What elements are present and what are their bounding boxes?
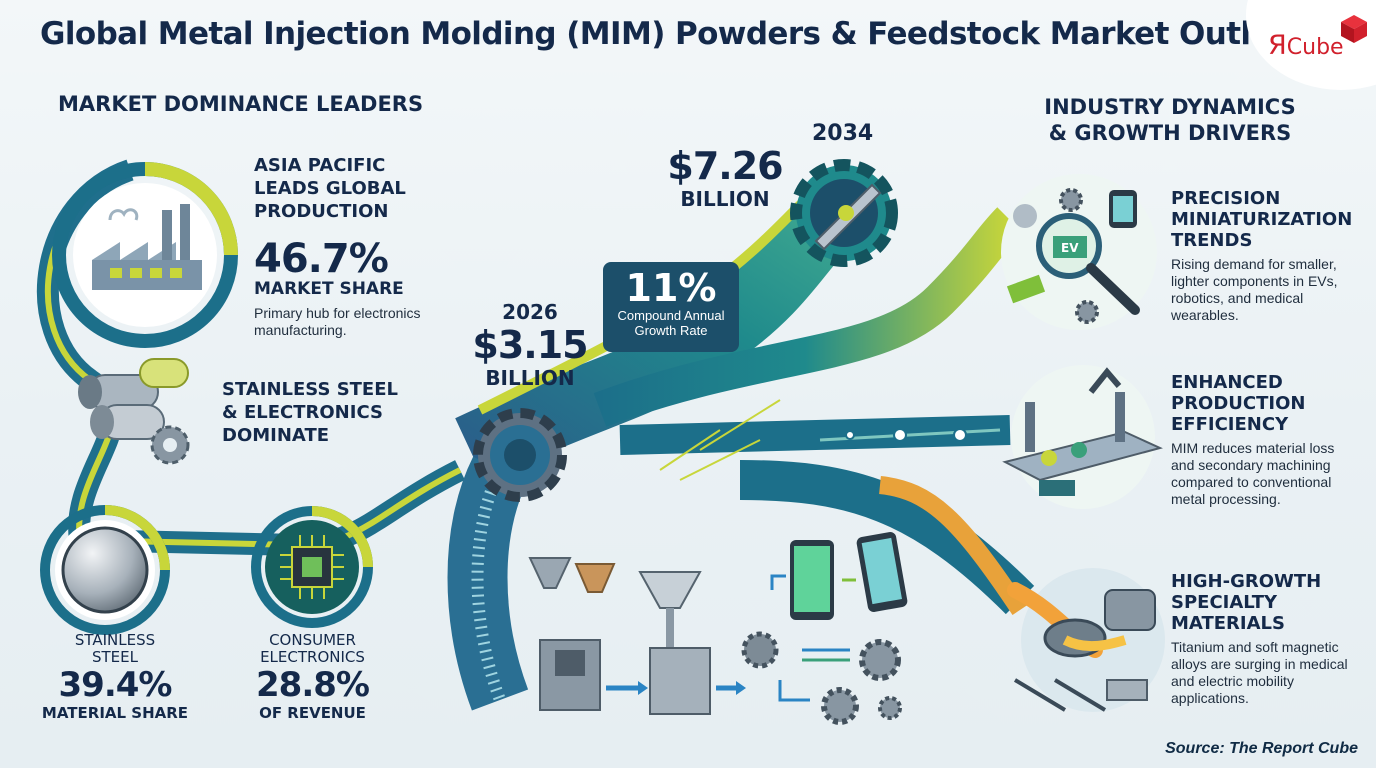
factory-icon	[52, 162, 238, 348]
cube-icon	[1341, 15, 1367, 43]
robot-arm-icon	[1002, 365, 1163, 509]
funnel-icon	[528, 557, 746, 715]
steel-heading: STAINLESS STEEL & ELECTRONICS DOMINATE	[222, 379, 398, 446]
logo: ЯCube	[1268, 30, 1344, 61]
chip-icon	[251, 506, 373, 628]
source-note: Source: The Report Cube	[1165, 740, 1358, 757]
asia-desc: Primary hub for electronics manufacturin…	[254, 305, 421, 338]
cagr-box: 11% Compound Annual Growth Rate	[603, 262, 739, 352]
asia-label: MARKET SHARE	[254, 279, 404, 299]
left-heading: MARKET DOMINANCE LEADERS	[58, 92, 424, 116]
pipes-icon	[78, 358, 190, 465]
driver-materials: HIGH-GROWTH SPECIALTY MATERIALS Titanium…	[1171, 571, 1348, 706]
stainless-stat: STAINLESS STEEL 39.4% MATERIAL SHARE	[41, 631, 189, 723]
gear-icon	[473, 408, 567, 502]
right-heading: INDUSTRY DYNAMICS & GROWTH DRIVERS	[1044, 95, 1296, 145]
ev-badge: EV	[1061, 241, 1079, 255]
wrench-gear-icon	[790, 159, 898, 267]
magnifier-icon: EV	[1001, 174, 1157, 330]
driver-precision: PRECISION MINIATURIZATION TRENDS Rising …	[1171, 188, 1353, 323]
consumer-stat: CONSUMER ELECTRONICS 28.8% OF REVENUE	[256, 631, 370, 723]
end-year: 2034	[812, 121, 874, 146]
start-value: 2026 $3.15 BILLION	[472, 300, 588, 390]
end-value: $7.26 BILLION	[667, 144, 783, 211]
page-title: Global Metal Injection Molding (MIM) Pow…	[40, 16, 1376, 52]
asia-value: 46.7%	[254, 236, 389, 282]
driver-efficiency: ENHANCED PRODUCTION EFFICIENCY MIM reduc…	[1171, 372, 1335, 507]
asia-heading: ASIA PACIFIC LEADS GLOBAL PRODUCTION	[254, 155, 406, 222]
phone-icon	[741, 532, 908, 725]
ladle-icon	[1007, 568, 1165, 712]
steel-disc-icon	[40, 505, 170, 635]
